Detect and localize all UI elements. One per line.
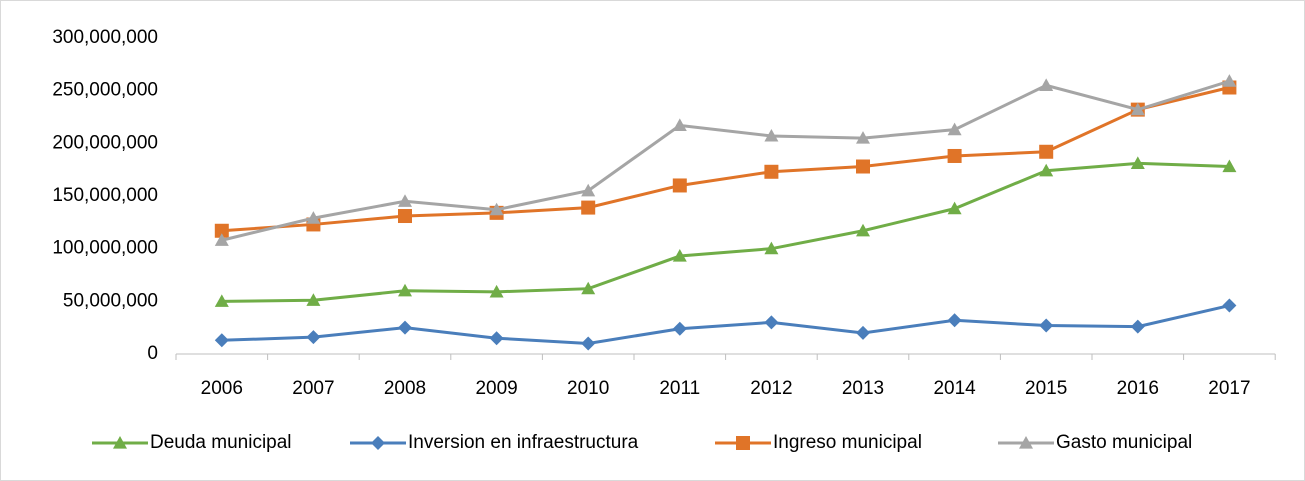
data-point — [1222, 159, 1237, 173]
data-point — [764, 315, 779, 330]
x-tick-label: 2006 — [201, 378, 243, 399]
data-point — [1039, 144, 1054, 159]
data-point — [856, 159, 870, 174]
data-point — [489, 284, 504, 298]
series-line — [221, 304, 1230, 345]
series-line — [221, 86, 1230, 233]
data-point — [398, 320, 412, 335]
x-tick-label: 2007 — [292, 378, 334, 399]
data-point — [398, 209, 412, 224]
x-tick-label: 2016 — [1117, 378, 1159, 399]
data-point — [306, 211, 321, 224]
series-line — [221, 161, 1230, 303]
y-tick-label: 200,000,000 — [52, 132, 158, 153]
data-point — [672, 178, 687, 193]
x-tick-label: 2012 — [750, 378, 792, 399]
legend-marker — [736, 436, 750, 450]
data-point — [214, 233, 229, 246]
series-line — [221, 79, 1230, 242]
data-point — [398, 283, 412, 297]
x-tick-label: 2014 — [933, 378, 976, 399]
x-tick-label: 2017 — [1208, 378, 1250, 399]
y-tick-label: 150,000,000 — [52, 185, 158, 206]
data-point — [306, 330, 321, 345]
x-tick-label: 2013 — [842, 378, 884, 399]
data-point — [214, 294, 229, 307]
x-tick-label: 2015 — [1025, 378, 1067, 399]
data-point — [672, 249, 687, 262]
data-point — [947, 201, 962, 215]
data-point — [1130, 102, 1145, 116]
data-point — [672, 321, 687, 336]
y-tick-label: 100,000,000 — [52, 238, 158, 259]
data-point — [856, 325, 870, 340]
data-point — [398, 194, 412, 207]
data-point — [764, 128, 779, 142]
data-point — [489, 331, 504, 346]
data-point — [947, 313, 962, 328]
legend-marker — [371, 436, 385, 450]
data-point — [764, 241, 779, 255]
x-tick-label: 2010 — [567, 378, 609, 399]
data-point — [306, 293, 321, 306]
x-tick-label: 2011 — [659, 378, 700, 399]
data-point — [1130, 319, 1145, 334]
data-point — [1130, 156, 1145, 169]
legend-label: Ingreso municipal — [773, 432, 922, 453]
x-tick-label: 2009 — [475, 378, 517, 399]
legend-label: Deuda municipal — [150, 432, 292, 453]
data-point — [581, 183, 596, 197]
data-point — [856, 131, 870, 144]
y-tick-label: 0 — [147, 343, 158, 364]
legend-marker — [1019, 436, 1033, 449]
y-tick-label: 50,000,000 — [63, 290, 158, 311]
data-point — [1039, 318, 1054, 333]
x-tick-label: 2008 — [384, 378, 426, 399]
legend-label: Gasto municipal — [1056, 432, 1192, 453]
data-point — [1222, 74, 1237, 87]
data-point — [947, 122, 962, 136]
legend-label: Inversion en infraestructura — [408, 432, 639, 453]
data-point — [764, 164, 779, 179]
data-point — [581, 200, 596, 215]
legend-marker — [113, 436, 127, 449]
data-point — [1039, 78, 1054, 91]
data-point — [1222, 298, 1237, 313]
data-point — [856, 223, 870, 237]
data-point — [581, 336, 596, 351]
data-point — [214, 333, 229, 348]
y-tick-label: 300,000,000 — [52, 27, 158, 48]
data-point — [947, 148, 962, 163]
data-point — [214, 223, 229, 238]
y-tick-label: 250,000,000 — [52, 80, 158, 101]
data-point — [672, 118, 687, 132]
data-point — [489, 202, 504, 216]
data-point — [581, 281, 596, 295]
data-point — [1039, 163, 1054, 177]
